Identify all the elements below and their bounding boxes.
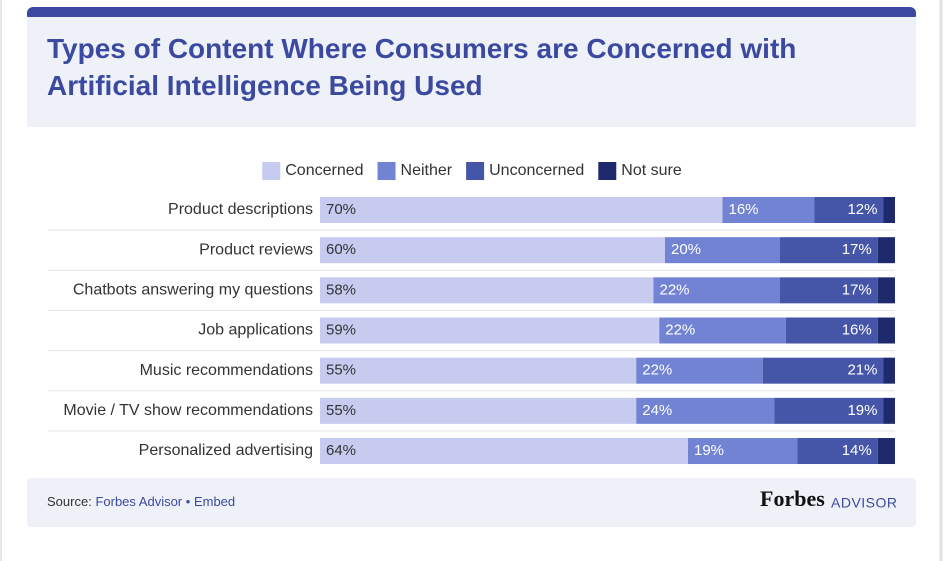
category-label: Music recommendations <box>140 362 313 379</box>
bar-segment <box>883 397 895 424</box>
value-label: 16% <box>729 201 759 218</box>
footer-panel <box>27 478 916 527</box>
value-label: 55% <box>326 402 356 419</box>
bar-segment <box>797 438 878 465</box>
bar-segment <box>320 397 637 424</box>
source-label: Source: <box>47 494 92 509</box>
bar-segment <box>320 357 637 384</box>
bar-segment <box>320 317 660 344</box>
bar-segment <box>722 197 815 223</box>
category-label: Movie / TV show recommendations <box>63 402 313 419</box>
header-panel <box>27 17 916 127</box>
bar-segment <box>883 357 895 384</box>
value-label: 64% <box>326 442 356 459</box>
bar-segment <box>636 397 775 424</box>
value-label: 19% <box>694 442 724 459</box>
value-label: 17% <box>842 241 872 258</box>
legend-swatch <box>377 162 396 180</box>
value-label: 60% <box>326 241 356 258</box>
value-label: 21% <box>847 362 877 379</box>
bar-segment <box>877 317 895 344</box>
source: Source: Forbes Advisor • Embed <box>47 494 235 509</box>
value-label: 22% <box>665 321 695 338</box>
separator: • <box>186 494 191 509</box>
bar-segment <box>688 438 798 465</box>
value-label: 17% <box>842 281 872 298</box>
bar-segment <box>320 277 654 304</box>
bar-segment <box>780 277 878 304</box>
logo-suffix: ADVISOR <box>831 495 898 511</box>
source-link[interactable]: Forbes Advisor <box>95 494 182 509</box>
bar-segment <box>659 317 786 344</box>
legend-label: Unconcerned <box>489 162 584 179</box>
legend-swatch <box>262 162 281 180</box>
value-label: 58% <box>326 281 356 298</box>
bar-segment <box>814 197 884 223</box>
legend-swatch <box>598 162 617 180</box>
value-label: 16% <box>842 321 872 338</box>
value-label: 70% <box>326 201 356 218</box>
value-label: 12% <box>847 201 877 218</box>
value-label: 20% <box>671 241 701 258</box>
category-label: Product descriptions <box>168 201 313 218</box>
legend-label: Not sure <box>621 162 682 179</box>
value-label: 19% <box>847 402 877 419</box>
bar-segment <box>320 438 688 465</box>
chart-title: Types of Content Where Consumers are Con… <box>47 33 797 101</box>
bar-segment <box>320 237 665 264</box>
legend-label: Concerned <box>285 162 363 179</box>
bar-segment <box>665 237 780 264</box>
bar-segment <box>785 317 878 344</box>
value-label: 22% <box>660 281 690 298</box>
legend-label: Neither <box>401 162 453 179</box>
logo: Forbes <box>760 486 825 511</box>
value-label: 55% <box>326 362 356 379</box>
legend-swatch <box>466 162 485 180</box>
category-label: Job applications <box>198 322 313 339</box>
bar-segment <box>877 438 895 465</box>
value-label: 59% <box>326 321 356 338</box>
value-label: 24% <box>642 402 672 419</box>
bar-segment <box>636 357 763 384</box>
category-label: Chatbots answering my questions <box>73 282 313 299</box>
embed-link[interactable]: Embed <box>194 494 235 509</box>
category-label: Product reviews <box>199 241 313 258</box>
bar-segment <box>653 277 780 304</box>
bar-segment <box>762 357 884 384</box>
bar-segment <box>780 237 878 264</box>
value-label: 14% <box>842 442 872 459</box>
bar-segment <box>774 397 884 424</box>
bar-segment <box>877 277 895 304</box>
category-label: Personalized advertising <box>139 442 313 459</box>
bar-segment <box>877 237 895 264</box>
bar-segment <box>320 197 723 223</box>
bar-segment <box>883 197 895 223</box>
value-label: 22% <box>642 362 672 379</box>
